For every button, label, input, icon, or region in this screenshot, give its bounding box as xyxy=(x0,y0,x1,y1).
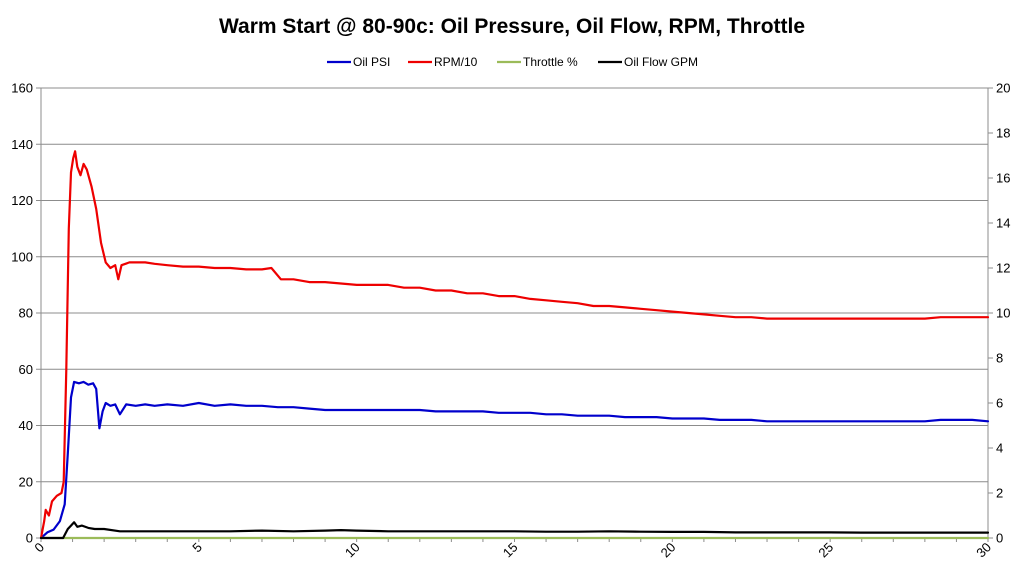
y-tick-label: 160 xyxy=(11,81,33,96)
x-tick-label: 30 xyxy=(973,540,994,561)
legend-label: Oil Flow GPM xyxy=(624,55,698,69)
x-tick-label: 10 xyxy=(342,540,363,561)
chart-title: Warm Start @ 80-90c: Oil Pressure, Oil F… xyxy=(219,15,805,38)
x-tick-label: 15 xyxy=(500,540,521,561)
y-tick-label: 80 xyxy=(19,306,33,321)
y2-tick-label: 20 xyxy=(996,81,1010,96)
series-line-oil-flow-gpm xyxy=(39,521,990,540)
x-axis-ticks: 0 5 10 15 20 25 30 xyxy=(31,540,994,561)
y2-tick-label: 14 xyxy=(996,216,1010,231)
x-tick-label: 5 xyxy=(189,540,205,556)
axes xyxy=(36,87,993,542)
x-tick-label: 0 xyxy=(31,540,47,556)
legend-label: Oil PSI xyxy=(353,55,390,69)
y2-tick-label: 12 xyxy=(996,261,1010,276)
legend-label: RPM/10 xyxy=(434,55,478,69)
series-lines xyxy=(39,150,990,540)
series-line-oil-psi xyxy=(39,380,990,540)
y-axis-right-ticks: 0 2 4 6 8 10 12 14 16 18 20 xyxy=(996,81,1010,546)
y-axis-left-ticks: 0 20 40 60 80 100 120 140 160 xyxy=(11,81,33,546)
y-tick-label: 60 xyxy=(19,362,33,377)
y2-tick-label: 18 xyxy=(996,126,1010,141)
y2-tick-label: 10 xyxy=(996,306,1010,321)
legend-label: Throttle % xyxy=(523,55,578,69)
y2-tick-label: 16 xyxy=(996,171,1010,186)
y2-tick-label: 0 xyxy=(996,531,1003,546)
x-tick-label: 25 xyxy=(815,540,836,561)
y-tick-label: 20 xyxy=(19,474,33,489)
gridlines xyxy=(41,87,988,483)
y2-tick-label: 2 xyxy=(996,486,1003,501)
y-tick-label: 140 xyxy=(11,137,33,152)
y-tick-label: 40 xyxy=(19,418,33,433)
y2-tick-label: 8 xyxy=(996,351,1003,366)
legend: Oil PSI RPM/10 Throttle % Oil Flow GPM xyxy=(327,55,698,69)
y-tick-label: 0 xyxy=(26,531,33,546)
y2-tick-label: 6 xyxy=(996,396,1003,411)
y-tick-label: 120 xyxy=(11,193,33,208)
y2-tick-label: 4 xyxy=(996,441,1003,456)
y-tick-label: 100 xyxy=(11,249,33,264)
series-line-rpm-10 xyxy=(39,150,990,540)
x-tick-label: 20 xyxy=(658,540,679,561)
